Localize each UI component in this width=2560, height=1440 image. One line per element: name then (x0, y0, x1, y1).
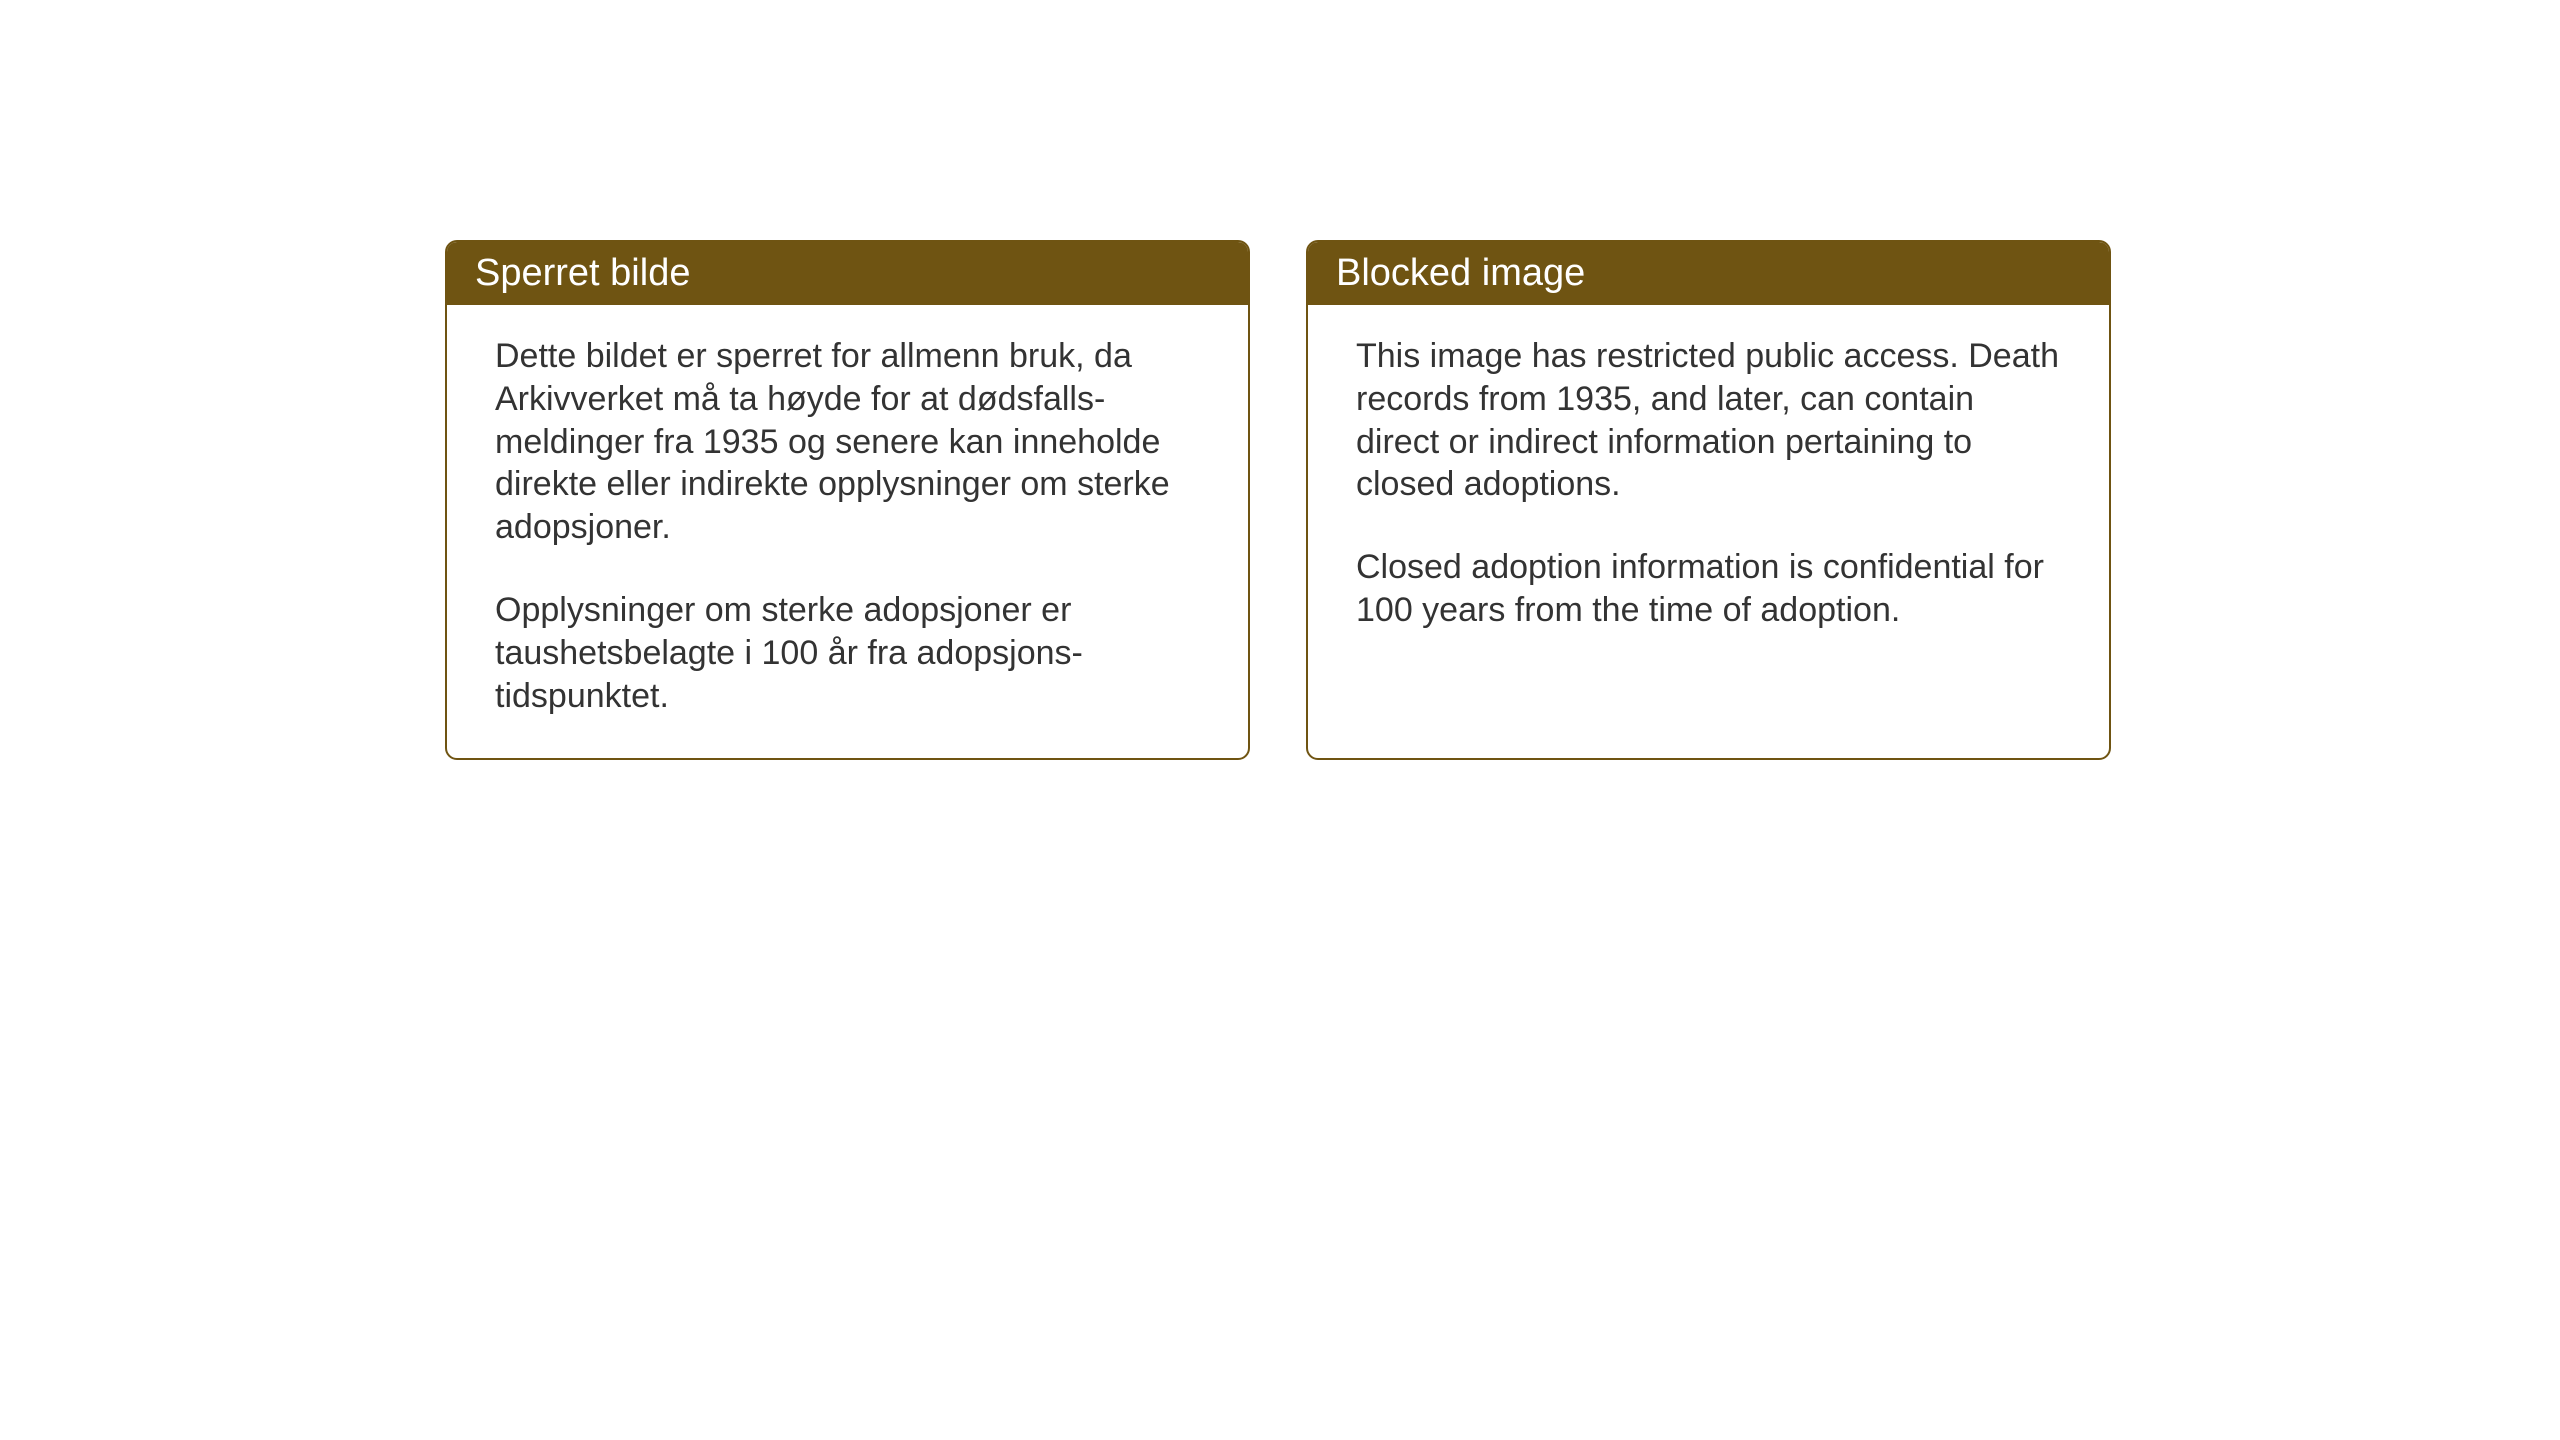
card-title-english: Blocked image (1336, 252, 1585, 294)
paragraph-norwegian-2: Opplysninger om sterke adopsjoner er tau… (495, 589, 1200, 717)
card-header-norwegian: Sperret bilde (447, 242, 1248, 305)
card-body-english: This image has restricted public access.… (1308, 305, 2109, 672)
card-body-norwegian: Dette bildet er sperret for allmenn bruk… (447, 305, 1248, 758)
card-norwegian: Sperret bilde Dette bildet er sperret fo… (445, 240, 1250, 760)
paragraph-norwegian-1: Dette bildet er sperret for allmenn bruk… (495, 335, 1200, 549)
paragraph-english-1: This image has restricted public access.… (1356, 335, 2061, 506)
cards-container: Sperret bilde Dette bildet er sperret fo… (445, 240, 2111, 760)
paragraph-english-2: Closed adoption information is confident… (1356, 546, 2061, 632)
card-title-norwegian: Sperret bilde (475, 252, 690, 294)
card-header-english: Blocked image (1308, 242, 2109, 305)
card-english: Blocked image This image has restricted … (1306, 240, 2111, 760)
